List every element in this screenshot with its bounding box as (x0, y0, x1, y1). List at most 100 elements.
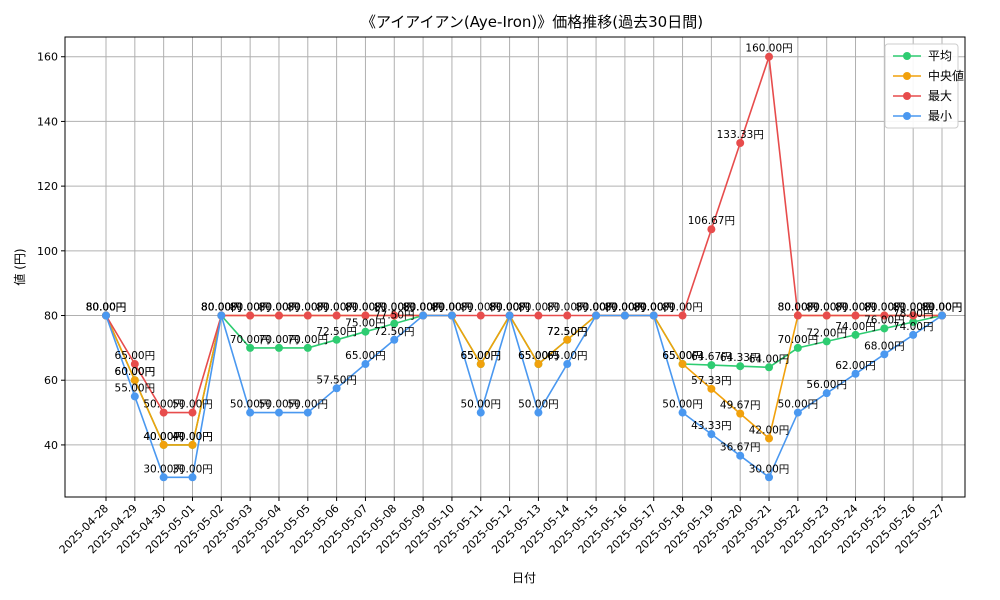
data-label: 80.00円 (374, 302, 415, 314)
data-point (678, 408, 687, 417)
data-point (822, 389, 831, 398)
data-label: 74.00円 (835, 321, 876, 333)
data-point (851, 330, 860, 339)
data-label: 80.00円 (345, 302, 386, 314)
data-label: 70.00円 (230, 334, 271, 346)
data-label: 80.00円 (201, 302, 242, 314)
data-label: 65.00円 (662, 350, 703, 362)
data-label: 80.00円 (605, 302, 646, 314)
data-label: 40.00円 (172, 431, 213, 443)
data-point (880, 324, 889, 333)
data-label: 64.33円 (720, 352, 761, 364)
data-label: 80.00円 (259, 302, 300, 314)
data-label: 56.00円 (806, 379, 847, 391)
data-point (130, 360, 139, 369)
data-label: 72.50円 (374, 326, 415, 338)
data-label: 60.00円 (115, 366, 156, 378)
data-label: 74.00円 (893, 321, 934, 333)
data-point (274, 408, 283, 417)
data-label: 77.50円 (374, 310, 415, 322)
data-label: 80.00円 (662, 302, 703, 314)
data-label: 80.00円 (922, 302, 963, 314)
data-point (938, 311, 946, 320)
data-label: 133.33円 (717, 129, 764, 141)
data-label: 80.00円 (576, 302, 617, 314)
data-label: 65.00円 (460, 350, 501, 362)
data-point (736, 139, 745, 148)
legend-swatch-marker (903, 92, 911, 100)
legend-label: 中央値 (928, 68, 964, 83)
data-point (707, 430, 716, 439)
data-label: 80.00円 (778, 302, 819, 314)
data-label: 80.00円 (403, 302, 444, 314)
data-label: 80.00円 (432, 302, 473, 314)
data-label: 65.00円 (518, 350, 559, 362)
grid (65, 37, 965, 497)
data-label: 68.00円 (864, 340, 905, 352)
data-point (534, 360, 543, 369)
data-label: 80.00円 (778, 302, 819, 314)
series-line (105, 312, 943, 479)
data-point (274, 311, 283, 320)
data-point (534, 311, 543, 320)
data-point (361, 327, 370, 336)
data-label: 80.00円 (835, 302, 876, 314)
data-point (880, 350, 889, 359)
legend-swatch-marker (903, 72, 911, 80)
data-label: 40.00円 (143, 431, 184, 443)
data-point (793, 343, 802, 352)
data-label: 80.00円 (518, 302, 559, 314)
data-point (303, 311, 312, 320)
legend-label: 最大 (928, 89, 952, 103)
data-point (707, 225, 716, 234)
y-tick-label: 80 (44, 310, 58, 323)
data-label: 50.00円 (172, 399, 213, 411)
data-point (822, 337, 831, 346)
data-label: 65.00円 (345, 350, 386, 362)
data-label: 80.00円 (201, 302, 242, 314)
data-label: 64.67円 (691, 351, 732, 363)
data-label: 80.00円 (230, 302, 271, 314)
data-label: 57.33円 (691, 375, 732, 387)
data-point (563, 360, 572, 369)
data-point (765, 52, 774, 61)
data-label: 80.00円 (345, 302, 386, 314)
data-label: 80.00円 (922, 302, 963, 314)
data-label: 80.00円 (403, 302, 444, 314)
legend-box (884, 43, 959, 129)
data-label: 80.00円 (864, 302, 905, 314)
data-label: 80.00円 (835, 302, 876, 314)
data-label: 49.67円 (720, 400, 761, 412)
x-axis-ticks: 2025-04-282025-04-292025-04-302025-05-01… (57, 497, 947, 556)
data-point (217, 311, 226, 320)
data-label: 80.00円 (547, 302, 588, 314)
data-point (159, 440, 168, 449)
data-label: 65.00円 (662, 350, 703, 362)
data-label: 80.00円 (489, 302, 530, 314)
data-label: 50.00円 (230, 399, 271, 411)
data-point (274, 343, 283, 352)
data-point (447, 311, 456, 320)
y-tick-label: 140 (37, 115, 58, 128)
data-label: 30.00円 (143, 463, 184, 475)
data-point (246, 408, 255, 417)
data-point (419, 311, 428, 320)
data-point (303, 408, 312, 417)
data-label: 80.00円 (432, 302, 473, 314)
data-point (649, 311, 658, 320)
data-point (765, 473, 774, 482)
y-tick-label: 120 (37, 180, 58, 193)
data-point (361, 360, 370, 369)
data-point (563, 335, 572, 344)
data-label: 80.00円 (633, 302, 674, 314)
data-label: 80.00円 (316, 302, 357, 314)
y-axis-label: 値 (円) (12, 248, 27, 285)
data-point (303, 343, 312, 352)
data-label: 50.00円 (518, 399, 559, 411)
data-label: 70.00円 (259, 334, 300, 346)
data-label: 80.00円 (633, 302, 674, 314)
data-label: 76.00円 (864, 314, 905, 326)
data-point (822, 311, 831, 320)
data-label: 50.00円 (143, 399, 184, 411)
data-label: 80.00円 (86, 302, 127, 314)
